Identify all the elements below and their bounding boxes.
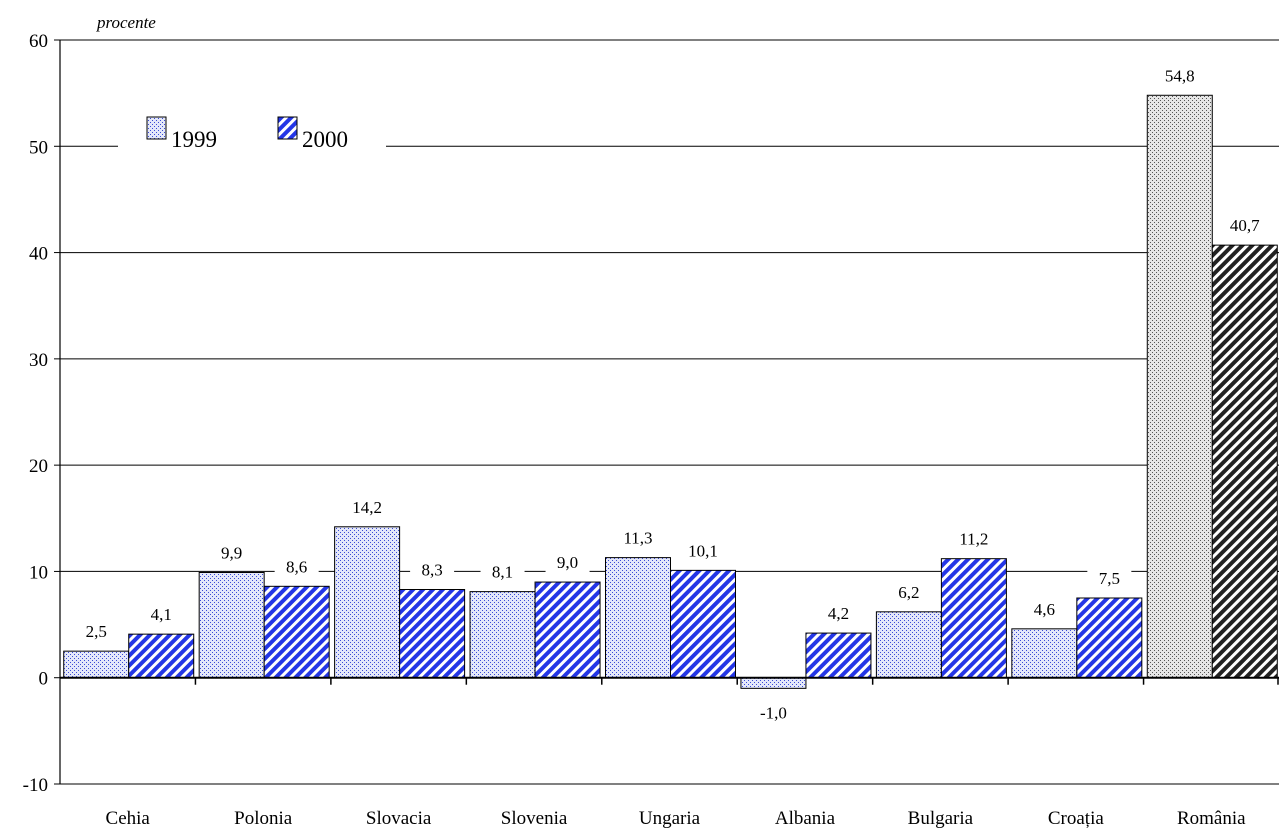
bar-2000-Polonia <box>263 585 330 679</box>
data-label-1999-România: 54,8 <box>1165 66 1195 85</box>
axes <box>54 39 1279 785</box>
data-label-bg <box>751 701 796 724</box>
data-label-bg <box>951 527 996 550</box>
labels: -10 0 10 20 30 40 50 60 2,5 4,1 Cehia 9,9 8,6 Polonia… <box>23 31 1267 829</box>
data-label-1999-Cehia: 2,5 <box>86 622 107 641</box>
data-label-1999-Polonia: 9,9 <box>221 543 242 562</box>
data-label-2000-Croația: 7,5 <box>1099 569 1120 588</box>
bar-2000-Slovenia <box>534 581 601 679</box>
category-label-Bulgaria: Bulgaria <box>908 808 974 829</box>
data-label-1999-Slovenia: 8,1 <box>492 563 513 582</box>
data-label-1999-Ungaria: 11,3 <box>623 529 652 548</box>
data-label-bg <box>545 551 590 574</box>
data-label-bg <box>1222 214 1267 237</box>
data-label-2000-Cehia: 4,1 <box>151 605 172 624</box>
category-label-Polonia: Polonia <box>234 808 293 829</box>
data-label-bg <box>681 539 725 562</box>
bars <box>63 94 1278 689</box>
y-tick-label: 60 <box>29 31 48 52</box>
data-label-bg <box>410 558 455 581</box>
data-label-1999-Albania: -1,0 <box>760 703 787 722</box>
legend: 1999 2000 <box>118 106 386 178</box>
bar-1999-Bulgaria <box>875 611 942 679</box>
category-label-Cehia: Cehia <box>106 808 151 829</box>
data-label-2000-Bulgaria: 11,2 <box>959 530 988 549</box>
data-label-bg <box>1022 597 1067 620</box>
legend-label-1999: 1999 <box>171 127 217 152</box>
data-label-bg <box>816 602 861 625</box>
data-label-bg <box>274 555 319 578</box>
data-label-bg <box>74 620 119 643</box>
bar-2000-Albania <box>805 632 872 679</box>
data-label-bg <box>886 580 931 603</box>
bar-1999-Polonia <box>198 571 265 679</box>
data-label-bg <box>1087 567 1132 589</box>
bar-1999-România <box>1146 94 1213 679</box>
category-label-Croația: Croația <box>1048 808 1104 829</box>
data-label-2000-Polonia: 8,6 <box>286 557 307 576</box>
data-label-bg <box>209 541 254 564</box>
data-label-bg <box>139 603 184 626</box>
bar-2000-Croația <box>1076 597 1143 679</box>
data-label-2000-Slovenia: 9,0 <box>557 553 578 572</box>
category-label-Ungaria: Ungaria <box>639 808 701 829</box>
data-label-2000-România: 40,7 <box>1230 216 1260 235</box>
bar-1999-Cehia <box>63 650 130 679</box>
category-label-Albania: Albania <box>775 808 836 829</box>
y-axis-unit-label: procente <box>96 13 156 32</box>
data-label-bg <box>1157 64 1202 87</box>
bar-1999-Slovenia <box>469 591 536 679</box>
legend-swatch-2000 <box>277 116 298 140</box>
y-tick-label: 40 <box>29 244 48 265</box>
category-label-Slovacia: Slovacia <box>366 808 432 829</box>
bar-1999-Slovacia <box>334 526 401 679</box>
bar-1999-Albania <box>740 677 807 689</box>
data-label-1999-Bulgaria: 6,2 <box>898 583 919 602</box>
bar-1999-Croația <box>1011 628 1078 679</box>
bar-1999-Ungaria <box>605 557 671 679</box>
y-tick-label: 0 <box>39 669 49 690</box>
data-label-2000-Slovacia: 8,3 <box>421 560 442 579</box>
data-label-bg <box>616 526 660 549</box>
y-tick-label: 50 <box>29 137 48 158</box>
y-tick-label: 30 <box>29 350 48 371</box>
data-label-1999-Slovacia: 14,2 <box>352 498 382 517</box>
data-label-2000-Ungaria: 10,1 <box>688 541 718 560</box>
y-tick-label: -10 <box>23 775 48 796</box>
legend-label-2000: 2000 <box>302 127 348 152</box>
data-label-2000-Albania: 4,2 <box>828 604 849 623</box>
data-label-bg <box>345 495 390 518</box>
data-label-1999-Croația: 4,6 <box>1034 600 1055 619</box>
y-tick-label: 20 <box>29 456 48 477</box>
legend-swatch-1999 <box>146 116 167 140</box>
category-label-Slovenia: Slovenia <box>501 808 568 829</box>
bar-2000-Cehia <box>128 633 195 679</box>
bar-2000-Bulgaria <box>940 558 1007 679</box>
category-label-România: România <box>1177 808 1246 829</box>
data-label-bg <box>480 560 525 583</box>
bar-2000-Ungaria <box>670 569 736 679</box>
y-tick-label: 10 <box>29 562 48 583</box>
bar-2000-România <box>1211 244 1278 679</box>
bar-2000-Slovacia <box>399 588 466 679</box>
